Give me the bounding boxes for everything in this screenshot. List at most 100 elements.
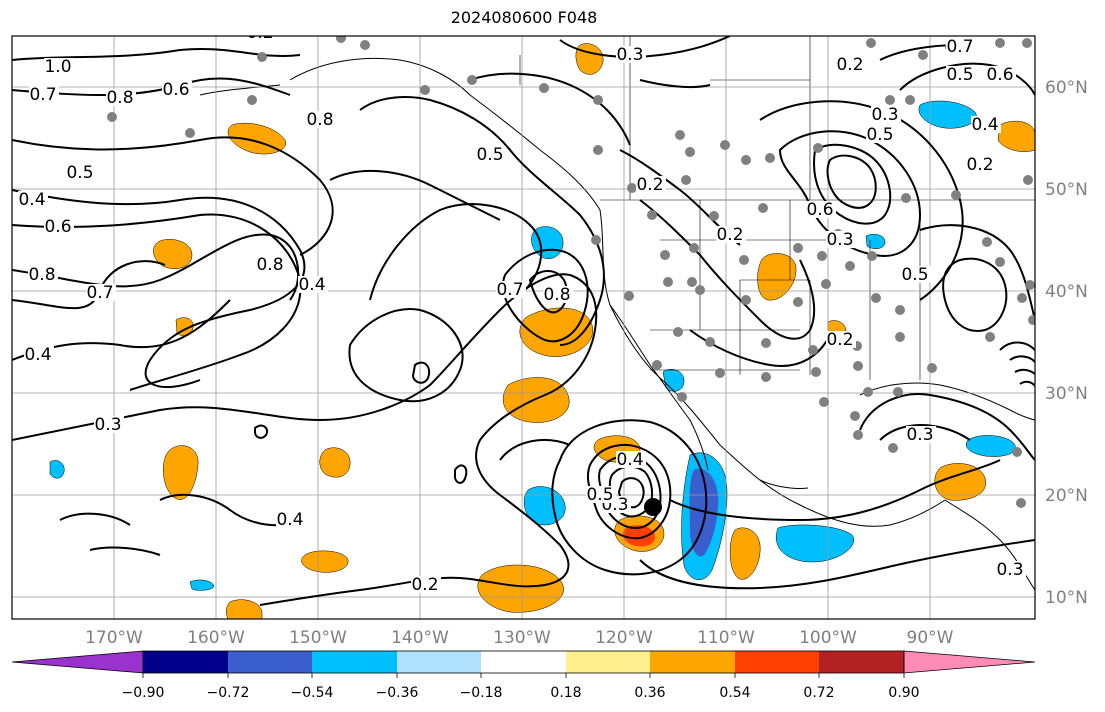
lon-label: 150°W (289, 628, 347, 648)
contour-label: 0.5 (476, 145, 503, 165)
contour-label: 0.8 (28, 265, 55, 285)
colorbar-outline (142, 650, 905, 674)
contour-label: 0.4 (18, 190, 45, 210)
contour-label-bg (986, 66, 1016, 83)
contour-label-bg (716, 226, 746, 243)
contour-label-bg (18, 191, 48, 208)
contour-label: 0.3 (871, 105, 898, 125)
station-markers (107, 36, 1035, 508)
colorbar-tick-label: −0.90 (122, 685, 165, 701)
colorbar-tick-label: 0.54 (719, 685, 750, 701)
contour-label-bg (971, 116, 1001, 133)
colorbar-tick-label: −0.72 (207, 685, 250, 701)
contour-label: 0.8 (306, 110, 333, 130)
contour-label-bg (543, 286, 573, 303)
map-title: 2024080600 F048 (450, 8, 598, 27)
contour-label: 0.3 (996, 560, 1023, 580)
contour-label: 0.7 (29, 85, 56, 105)
contour-label: 0.3 (906, 425, 933, 445)
contour-label: 0.2 (836, 55, 863, 75)
colorbar-tick-label: −0.18 (460, 685, 503, 701)
contour-label-bg (162, 81, 192, 98)
contour-label: 0.7 (496, 280, 523, 300)
contour-label-bg (86, 284, 116, 301)
contour-label-bg (44, 218, 74, 235)
colorbar-segment (481, 651, 566, 673)
contour-label: 0.5 (586, 485, 613, 505)
contour-label: 0.8 (106, 88, 133, 108)
contour-label: 0.3 (94, 415, 121, 435)
contour-label: 0.8 (256, 255, 283, 275)
lat-label: 40°N (1045, 282, 1088, 302)
longitude-labels: 170°W 160°W 150°W 140°W 130°W 120°W 110°W 100°W… (85, 628, 954, 648)
colorbar-tick-label: 0.18 (550, 685, 581, 701)
contour-label-bg (586, 486, 616, 503)
contour-label: 0.6 (806, 200, 833, 220)
lon-label: 120°W (595, 628, 653, 648)
contour-label-bg (836, 56, 866, 73)
contour-label: 0.4 (616, 450, 643, 470)
contour-label-bg (946, 38, 976, 55)
contour-label-bg (94, 416, 124, 433)
contour-label: 0.5 (866, 125, 893, 145)
contour-label: 0.2 (966, 155, 993, 175)
contour-label-bg (411, 576, 441, 593)
contour-label-bg (276, 511, 306, 528)
lon-label: 100°W (799, 628, 857, 648)
contour-label: 0.2 (826, 330, 853, 350)
contour-label: 1.0 (44, 57, 71, 77)
colorbar-segment (228, 651, 312, 673)
lat-label: 10°N (1045, 588, 1088, 608)
contour-label: 0.6 (44, 217, 71, 237)
contour-label: 0.3 (616, 45, 643, 65)
contour-label-bg (106, 89, 136, 106)
contour-label-bg (806, 201, 836, 218)
contour-label: 0.6 (162, 80, 189, 100)
contour-label: 0.7 (86, 283, 113, 303)
lat-label: 20°N (1045, 486, 1088, 506)
colorbar-min-arrow (11, 650, 144, 674)
contour-label-bg (256, 256, 286, 273)
lon-label: 140°W (391, 628, 449, 648)
contour-label-bg (616, 451, 646, 468)
contour-label-bg (901, 266, 931, 283)
contour-label-bg (826, 331, 856, 348)
colorbar-segment (566, 651, 650, 673)
colorbar-max-arrow (903, 650, 1036, 674)
lon-label: 90°W (907, 628, 954, 648)
lon-label: 110°W (697, 628, 755, 648)
colorbar-segment (312, 651, 397, 673)
contour-label-bg (298, 276, 328, 293)
contour-label-bg (906, 426, 936, 443)
contour-label: 0.3 (826, 230, 853, 250)
contour-label-bg (29, 86, 59, 103)
contour-label-bg (871, 106, 901, 123)
shaded-field (49, 43, 1035, 619)
colorbar-tick-label: −0.36 (376, 685, 419, 701)
lat-label: 60°N (1045, 78, 1088, 98)
contour-label-bg (636, 176, 666, 193)
lat-label: 30°N (1045, 384, 1088, 404)
colorbar-segment (735, 651, 819, 673)
contour-label-bg (946, 66, 976, 83)
map-frame (11, 35, 1036, 620)
colorbar-segment (819, 651, 904, 673)
colorbar-tick-labels: −0.90 −0.72 −0.54 −0.36 −0.18 0.18 0.36 0.54 0.7… (122, 673, 920, 701)
contour-label: 0.5 (66, 163, 93, 183)
contour-label-bg (28, 266, 58, 283)
contour-label-bg (24, 346, 54, 363)
contour-label: 0.2 (636, 175, 663, 195)
contour-label-bg (826, 231, 856, 248)
contour-label: 0.6 (986, 65, 1013, 85)
contour-label-bg (306, 111, 336, 128)
colorbar (11, 650, 1036, 674)
contour-label: 0.8 (543, 285, 570, 305)
lat-label: 50°N (1045, 180, 1088, 200)
contour-label: 0.7 (946, 37, 973, 57)
contour-labels: 1.00.7 0.8 0.60.20.50.40.60.80.70.40.80.40… (18, 36, 1026, 595)
contour-label: 0.4 (971, 115, 998, 135)
colorbar-segment (143, 651, 228, 673)
contour-label-bg (616, 46, 646, 63)
contour-label: 0.2 (411, 575, 438, 595)
